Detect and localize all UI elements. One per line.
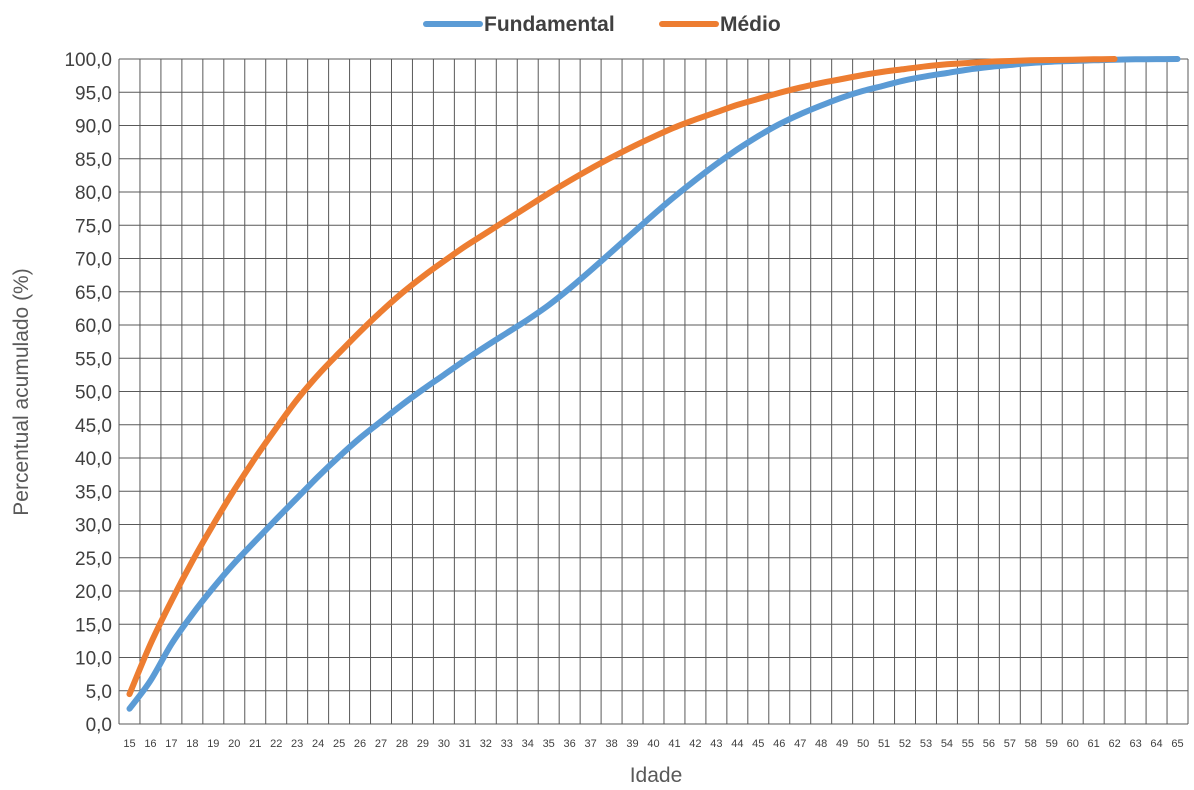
x-tick-label: 25 <box>333 738 345 750</box>
y-tick-label: 25,0 <box>75 549 112 570</box>
x-tick-label: 61 <box>1088 738 1100 750</box>
y-tick-label: 15,0 <box>75 615 112 636</box>
x-tick-label: 21 <box>249 738 261 750</box>
x-tick-label: 40 <box>647 738 659 750</box>
y-tick-label: 20,0 <box>75 582 112 603</box>
x-tick-label: 34 <box>522 738 534 750</box>
x-tick-label: 43 <box>710 738 722 750</box>
x-tick-label: 29 <box>417 738 429 750</box>
x-tick-label: 54 <box>941 738 953 750</box>
x-tick-label: 24 <box>312 738 324 750</box>
x-axis-tick-labels: 15 16 17 18 19 20 21 22 23 24 25 26 27 28 29 30 31 32 33 34… <box>123 738 1183 750</box>
y-tick-label: 50,0 <box>75 383 112 404</box>
x-tick-label: 23 <box>291 738 303 750</box>
x-tick-label: 60 <box>1067 738 1079 750</box>
x-tick-label: 33 <box>501 738 513 750</box>
x-tick-label: 15 <box>123 738 135 750</box>
x-tick-label: 57 <box>1004 738 1016 750</box>
x-tick-label: 50 <box>857 738 869 750</box>
y-tick-label: 75,0 <box>75 216 112 237</box>
x-tick-label: 18 <box>186 738 198 750</box>
x-tick-label: 19 <box>207 738 219 750</box>
y-tick-label: 90,0 <box>75 117 112 138</box>
x-tick-label: 65 <box>1171 738 1183 750</box>
x-tick-label: 44 <box>731 738 743 750</box>
y-tick-label: 80,0 <box>75 183 112 204</box>
x-tick-label: 35 <box>543 738 555 750</box>
legend-label: Fundamental <box>484 13 615 36</box>
y-axis-title: Percentual acumulado (%) <box>10 268 33 515</box>
legend: Fundamental Médio <box>423 13 781 36</box>
y-tick-label: 95,0 <box>75 83 112 104</box>
x-tick-label: 16 <box>144 738 156 750</box>
x-tick-label: 58 <box>1025 738 1037 750</box>
series-line-medio <box>126 56 1118 698</box>
x-tick-label: 22 <box>270 738 282 750</box>
x-tick-label: 26 <box>354 738 366 750</box>
y-tick-label: 85,0 <box>75 150 112 171</box>
x-tick-label: 62 <box>1109 738 1121 750</box>
x-tick-label: 49 <box>836 738 848 750</box>
x-tick-label: 38 <box>605 738 617 750</box>
x-tick-label: 47 <box>794 738 806 750</box>
x-tick-label: 55 <box>962 738 974 750</box>
x-tick-label: 56 <box>983 738 995 750</box>
x-tick-label: 32 <box>480 738 492 750</box>
x-tick-label: 31 <box>459 738 471 750</box>
y-tick-label: 65,0 <box>75 283 112 304</box>
y-tick-label: 0,0 <box>86 715 112 736</box>
y-tick-label: 40,0 <box>75 449 112 470</box>
y-tick-label: 45,0 <box>75 416 112 437</box>
x-tick-label: 59 <box>1046 738 1058 750</box>
x-tick-label: 46 <box>773 738 785 750</box>
x-tick-label: 48 <box>815 738 827 750</box>
y-tick-label: 30,0 <box>75 516 112 537</box>
x-tick-label: 20 <box>228 738 240 750</box>
x-tick-label: 41 <box>668 738 680 750</box>
x-tick-label: 42 <box>689 738 701 750</box>
x-tick-label: 36 <box>564 738 576 750</box>
y-tick-label: 35,0 <box>75 482 112 503</box>
x-tick-label: 30 <box>438 738 450 750</box>
x-tick-label: 28 <box>396 738 408 750</box>
x-tick-label: 53 <box>920 738 932 750</box>
y-axis-tick-labels: 0,0 5,0 10,0 15,0 20,0 25,0 30,0 35,0 40,0 45,0 50… <box>64 50 112 736</box>
series-lines <box>126 56 1181 712</box>
y-tick-label: 100,0 <box>64 50 112 71</box>
y-tick-label: 10,0 <box>75 649 112 670</box>
series-line-fundamental <box>126 56 1181 712</box>
y-tick-label: 55,0 <box>75 349 112 370</box>
x-tick-label: 45 <box>752 738 764 750</box>
x-axis-title: Idade <box>630 764 683 787</box>
y-tick-label: 60,0 <box>75 316 112 337</box>
legend-label: Médio <box>720 13 781 36</box>
x-tick-label: 52 <box>899 738 911 750</box>
x-tick-label: 63 <box>1129 738 1141 750</box>
x-tick-label: 37 <box>584 738 596 750</box>
x-tick-label: 27 <box>375 738 387 750</box>
x-tick-label: 17 <box>165 738 177 750</box>
y-tick-label: 70,0 <box>75 250 112 271</box>
x-tick-label: 64 <box>1150 738 1162 750</box>
x-tick-label: 51 <box>878 738 890 750</box>
x-tick-label: 39 <box>626 738 638 750</box>
gridlines <box>118 58 1189 725</box>
y-tick-label: 5,0 <box>86 682 112 703</box>
